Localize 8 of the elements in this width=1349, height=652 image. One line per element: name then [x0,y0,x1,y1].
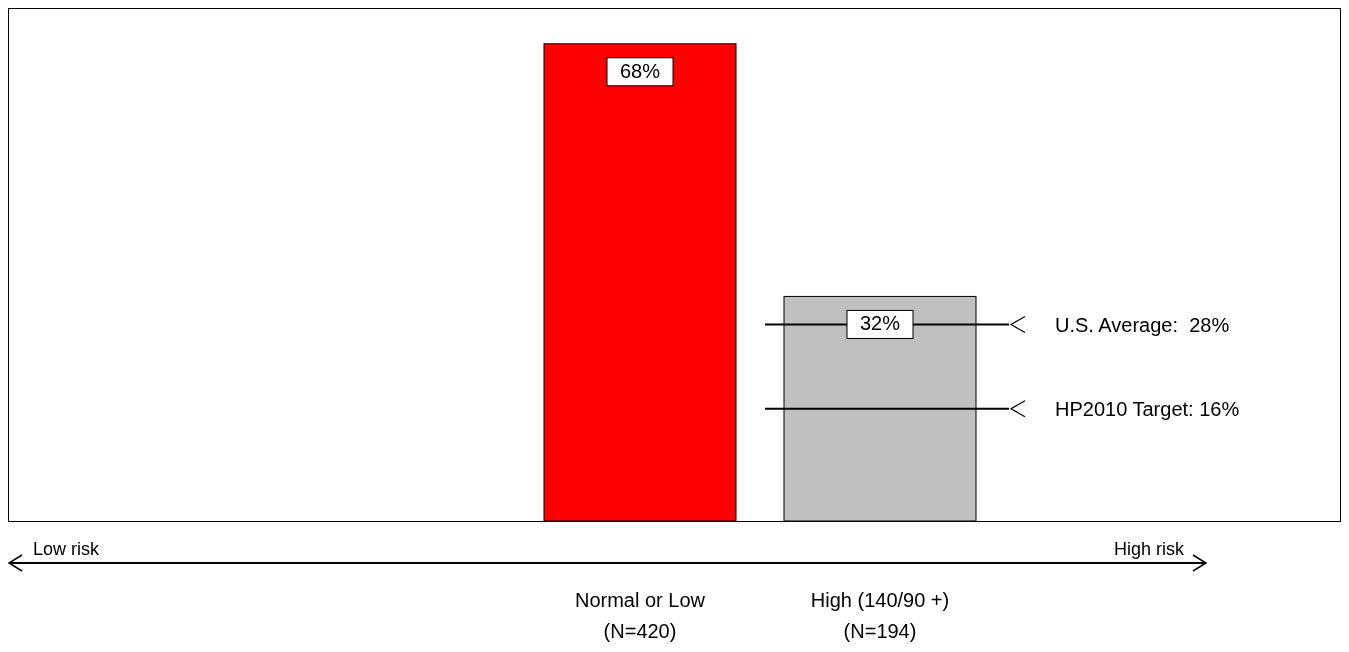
data-label: 32% [859,312,901,335]
text: Low risk [33,539,101,559]
data-label: 68% [619,59,661,82]
ref-line-label: HP2010 Target: 16% [1055,397,1240,420]
x-tick-label: Normal or Low (N=420) [574,589,706,642]
ref-line-label: U.S. Average: 28% [1055,313,1230,336]
text: High risk [1113,539,1185,559]
x-tick-label: High (140/90 +) (N=194) [810,589,950,642]
